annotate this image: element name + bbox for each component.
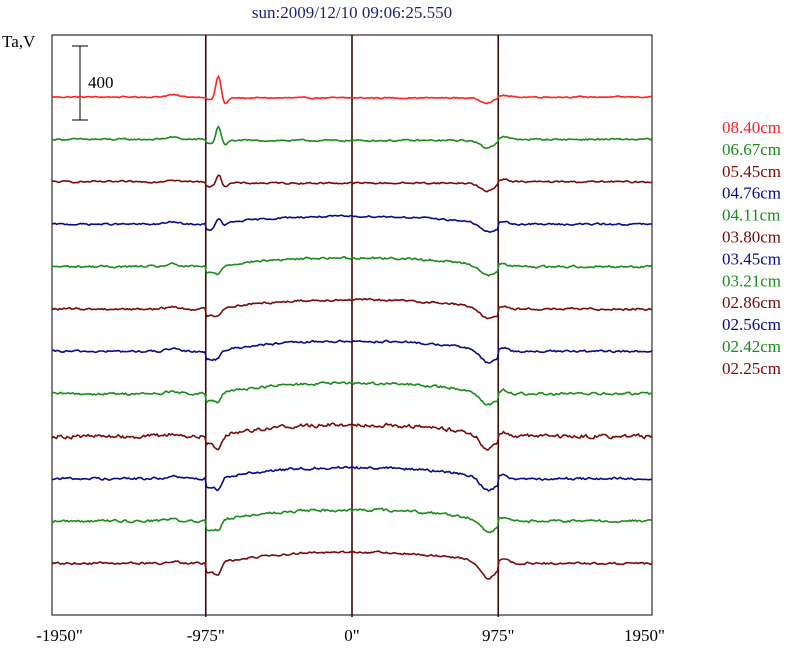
x-tick-label-4: 1950" — [624, 626, 665, 645]
chart-title: sun:2009/12/10 09:06:25.550 — [252, 3, 452, 22]
scale-bar: 400 — [72, 45, 114, 121]
legend-entry-6: 03.45cm — [722, 249, 781, 268]
series-line-08.40cm — [51, 74, 653, 105]
x-tick-label-3: 975" — [482, 626, 514, 645]
legend-entry-2: 05.45cm — [722, 162, 781, 181]
x-tick-label-1: -975" — [187, 626, 225, 645]
legend-entry-7: 03.21cm — [722, 271, 781, 290]
y-axis-label: Ta,V — [2, 32, 36, 51]
legend-entry-0: 08.40cm — [722, 118, 781, 137]
series-group — [51, 74, 653, 580]
scale-bar-label: 400 — [88, 73, 114, 92]
legend-entry-9: 02.56cm — [722, 315, 781, 334]
series-line-03.80cm — [51, 297, 653, 320]
series-line-02.56cm — [51, 465, 653, 492]
series-line-02.42cm — [51, 507, 653, 534]
legend-entry-3: 04.76cm — [722, 184, 781, 203]
x-tick-labels: -1950" -975" 0" 975" 1950" — [36, 626, 665, 645]
legend-entry-5: 03.80cm — [722, 228, 781, 247]
series-line-04.76cm — [51, 214, 653, 233]
series-line-05.45cm — [51, 174, 652, 193]
legend-entry-4: 04.11cm — [722, 206, 780, 225]
series-line-06.67cm — [51, 125, 653, 150]
x-tick-label-2: 0" — [344, 626, 359, 645]
legend-entry-8: 02.86cm — [722, 293, 781, 312]
series-line-02.25cm — [51, 550, 653, 580]
x-tick-label-0: -1950" — [36, 626, 83, 645]
series-line-03.45cm — [51, 339, 653, 364]
legend-entry-11: 02.25cm — [722, 359, 781, 378]
vertical-markers — [204, 35, 500, 617]
series-line-04.11cm — [51, 255, 653, 277]
series-line-02.86cm — [51, 422, 653, 451]
legend: 08.40cm 06.67cm 05.45cm 04.76cm 04.11cm 03.80… — [722, 118, 781, 378]
series-line-03.21cm — [51, 381, 653, 406]
legend-entry-1: 06.67cm — [722, 140, 781, 159]
legend-entry-10: 02.42cm — [722, 337, 781, 356]
